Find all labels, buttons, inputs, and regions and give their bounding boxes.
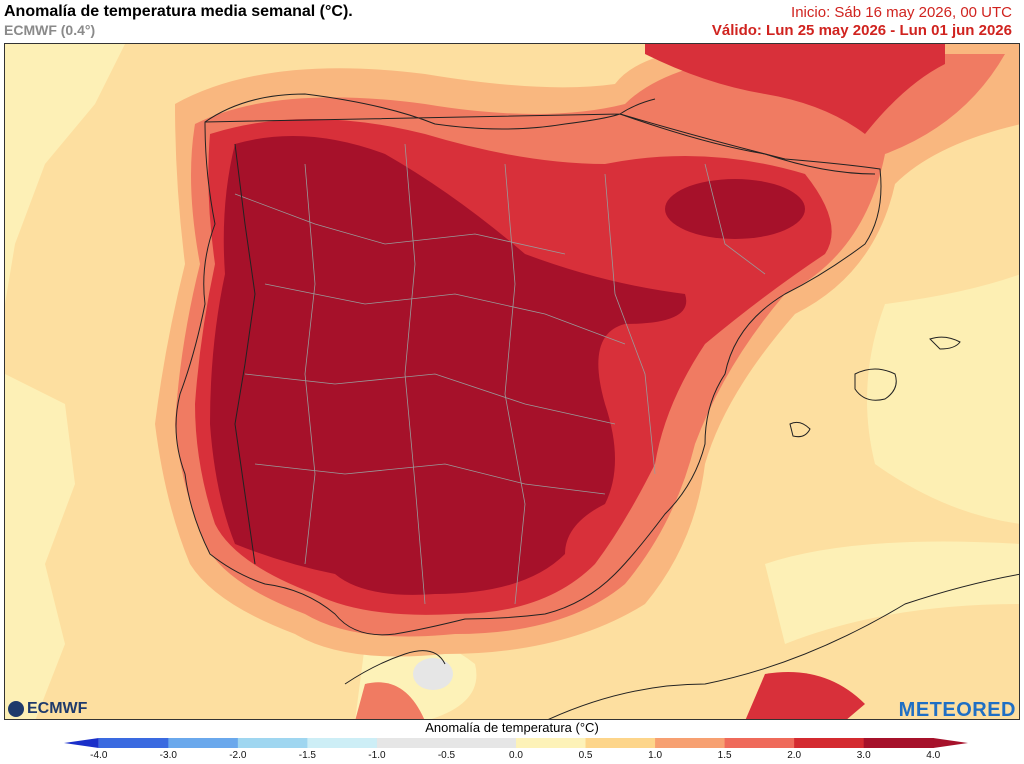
sea-patch-west [5, 44, 125, 304]
coastline-iberia [175, 93, 882, 636]
colorbar-segment [655, 738, 726, 748]
ecmwf-globe-icon [8, 701, 24, 717]
colorbar-tick-label: 3.0 [856, 750, 871, 761]
colorbar-tick-label: 0.5 [578, 750, 593, 761]
init-time: Inicio: Sáb 16 may 2026, 00 UTC [791, 4, 1012, 21]
colorbar-segment [307, 738, 378, 748]
anomaly-band-africa [745, 672, 865, 719]
colorbar-segment [446, 738, 517, 748]
colorbar-tick-label: 0.0 [509, 750, 523, 761]
colorbar-tick-label: 1.5 [717, 750, 732, 761]
model-label: ECMWF (0.4°) [4, 22, 96, 38]
colorbar-segment [516, 738, 587, 748]
colorbar-tick-label: 1.0 [648, 750, 663, 761]
colorbar-segment [237, 738, 308, 748]
colorbar-tick-label: -0.5 [437, 750, 456, 761]
colorbar-title: Anomalía de temperatura (°C) [425, 720, 599, 735]
colorbar-tick-label: -2.0 [229, 750, 247, 761]
valid-period: Válido: Lun 25 may 2026 - Lun 01 jun 202… [711, 22, 1012, 39]
colorbar-segment [794, 738, 865, 748]
colorbar-segment [168, 738, 239, 748]
colorbar-segment [863, 738, 934, 748]
map-title: Anomalía de temperatura media semanal (°… [4, 3, 353, 20]
coastline-mallorca [854, 368, 897, 401]
anomaly-map[interactable] [4, 43, 1020, 720]
sea-patch-balearic [867, 274, 1019, 524]
colorbar-tick-label: -3.0 [159, 750, 177, 761]
colorbar-tick-label: -1.0 [368, 750, 386, 761]
coastline-gibraltar [344, 650, 446, 685]
colorbar-segment [724, 738, 795, 748]
ecmwf-logo: ECMWF [8, 700, 87, 718]
colorbar-tick-label: -1.5 [298, 750, 316, 761]
colorbar-ticks: -4.0 -3.0 -2.0 -1.5 -1.0 -0.5 0.0 0.5 1.0 1.5 2.0 3… [64, 750, 968, 764]
coastline-menorca [929, 336, 961, 350]
sea-patch-east [765, 541, 1019, 644]
anomaly-band-france [645, 44, 945, 134]
map-canvas [5, 44, 1019, 719]
colorbar-segment [98, 738, 169, 748]
colorbar [64, 738, 968, 748]
sea-patch-southwest [5, 374, 75, 719]
neutral-anomaly-patch [413, 658, 453, 690]
border-france [619, 113, 876, 175]
colorbar-segment [376, 738, 447, 748]
ecmwf-logo-text: ECMWF [27, 700, 88, 717]
meteored-logo: METEORED [898, 699, 1016, 721]
coastline-ibiza [789, 421, 811, 438]
anomaly-core-ebro [665, 179, 805, 239]
administrative-borders [234, 143, 766, 605]
colorbar-segment [585, 738, 656, 748]
colorbar-tick-label: -4.0 [90, 750, 108, 761]
anomaly-band-morocco [355, 682, 425, 719]
coastline-north-africa [548, 573, 1019, 719]
colorbar-tick-label: 2.0 [787, 750, 802, 761]
colorbar-right-arrow [933, 738, 968, 748]
colorbar-tick-label: 4.0 [926, 750, 941, 761]
border-portugal [234, 143, 256, 565]
anomaly-core-4 [210, 136, 687, 595]
colorbar-left-arrow [64, 738, 99, 748]
